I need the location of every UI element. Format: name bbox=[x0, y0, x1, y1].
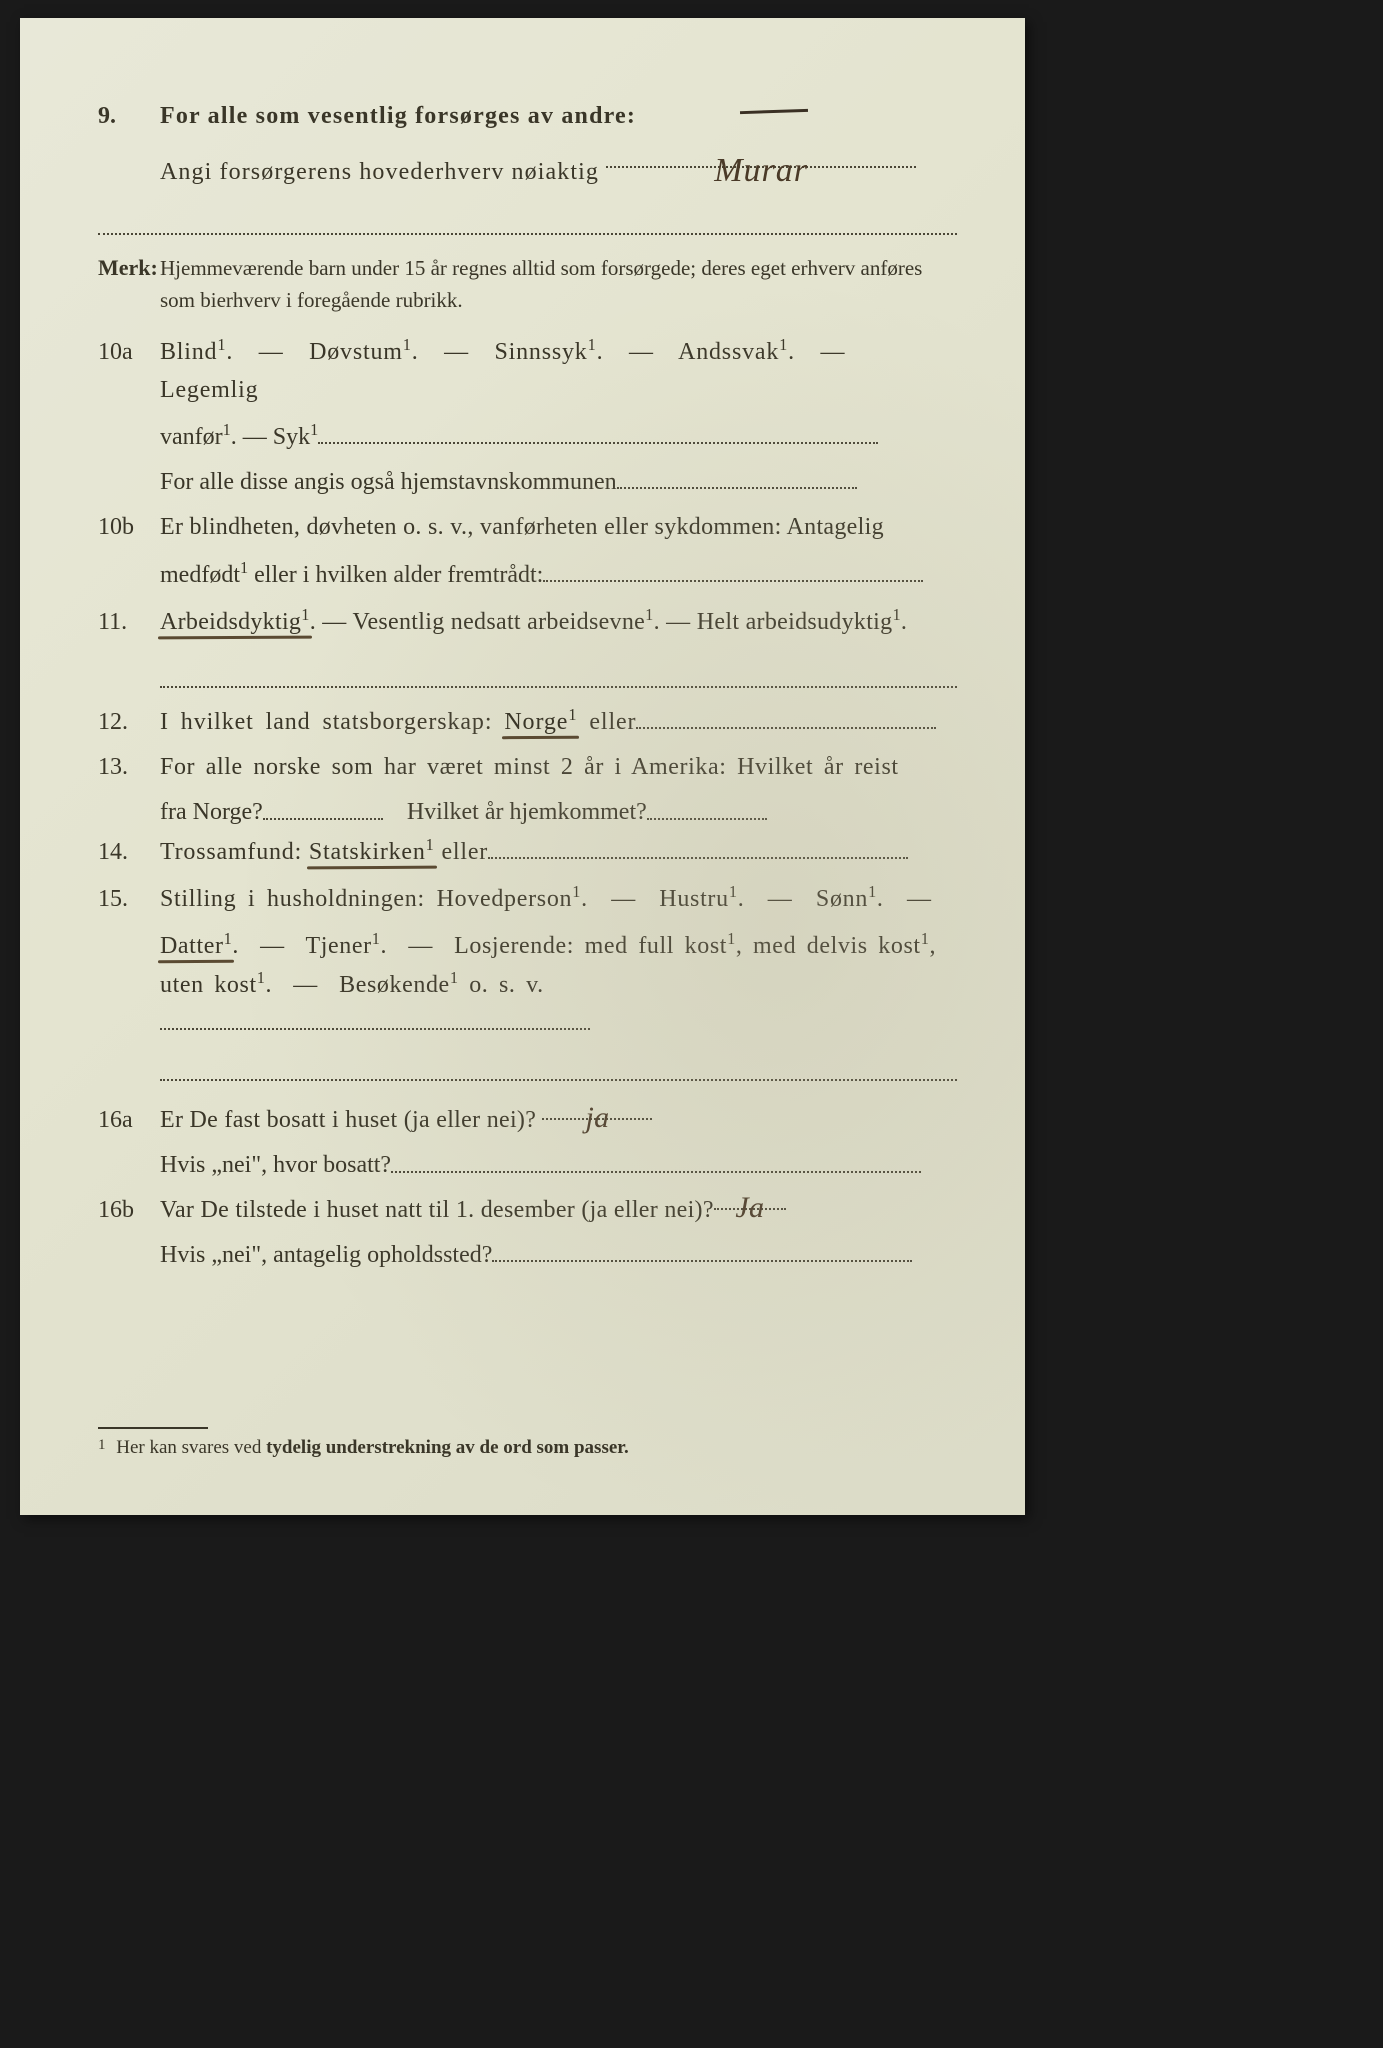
q15-number: 15. bbox=[98, 881, 160, 918]
opt-andssvak: Andssvak bbox=[678, 339, 779, 365]
opt-arbeidsdyktig-underlined: Arbeidsdyktig1 bbox=[160, 609, 310, 635]
q10a-opts: Blind1. — Døvstum1. — Sinnssyk1. — Andss… bbox=[160, 332, 957, 408]
q10b-text1: Er blindheten, døvheten o. s. v., vanfør… bbox=[160, 509, 957, 546]
footnote-text-a: Her kan svares ved bbox=[116, 1437, 266, 1458]
q16a-hvis-nei: Hvis „nei", hvor bosatt? bbox=[160, 1153, 391, 1179]
q10b-alder: eller i hvilken alder fremtrådt: bbox=[248, 562, 543, 588]
q10a-line3: For alle disse angis også hjemstavnskomm… bbox=[160, 464, 957, 501]
q13-line2: fra Norge? Hvilket år hjemkommet? bbox=[160, 794, 957, 831]
q13-hjemkommet: Hvilket år hjemkommet? bbox=[407, 800, 647, 826]
q15-prefix: Stilling i husholdningen: bbox=[160, 886, 437, 912]
q9-answer-handwritten: Murar bbox=[714, 152, 808, 189]
opt-statskirken-underlined: Statskirken1 bbox=[309, 839, 435, 865]
separator bbox=[98, 233, 957, 235]
q15-body1: Stilling i husholdningen: Hovedperson1. … bbox=[160, 879, 957, 918]
q12: 12. I hvilket land statsborgerskap: Norg… bbox=[98, 702, 957, 741]
opt-besokende: Besøkende bbox=[339, 972, 450, 998]
q12-prefix: I hvilket land statsborgerskap: bbox=[160, 709, 504, 735]
q16a-number: 16a bbox=[98, 1102, 160, 1139]
q11-number: 11. bbox=[98, 604, 160, 641]
q15-line2: Datter1. — Tjener1. — Losjerende: med fu… bbox=[160, 926, 957, 965]
opt-legemlig: Legemlig bbox=[160, 377, 258, 403]
q16a-line1: 16a Er De fast bosatt i huset (ja eller … bbox=[98, 1095, 957, 1139]
q16a-text: Er De fast bosatt i huset (ja eller nei)… bbox=[160, 1107, 542, 1133]
q16b-body1: Var De tilstede i huset natt til 1. dese… bbox=[160, 1185, 957, 1229]
merk-label: Merk: bbox=[98, 251, 160, 285]
q12-suffix: eller bbox=[577, 709, 636, 735]
opt-syk: Syk bbox=[273, 424, 310, 450]
q10a-line2: vanfør1. — Syk1 bbox=[160, 417, 957, 456]
footnote-text-b: tydelig understrekning av de ord som pas… bbox=[266, 1437, 629, 1458]
q15-line3: uten kost1. — Besøkende1 o. s. v. bbox=[160, 965, 957, 1042]
opt-tjener: Tjener bbox=[306, 933, 372, 959]
q10a-hjemstavn: For alle disse angis også hjemstavnskomm… bbox=[160, 469, 617, 495]
opt-dovstum: Døvstum bbox=[309, 339, 403, 365]
q16b-line2: Hvis „nei", antagelig opholdssted? bbox=[160, 1237, 957, 1274]
q12-body: I hvilket land statsborgerskap: Norge1 e… bbox=[160, 702, 957, 741]
q11: 11. Arbeidsdyktig1. — Vesentlig nedsatt … bbox=[98, 602, 957, 641]
footnote-num: 1 bbox=[98, 1437, 106, 1453]
merk-text: Hjemmeværende barn under 15 år regnes al… bbox=[160, 253, 957, 316]
q9-number: 9. bbox=[98, 98, 160, 135]
q14-prefix: Trossamfund: bbox=[160, 839, 309, 865]
q12-number: 12. bbox=[98, 704, 160, 741]
q10b-line1: 10b Er blindheten, døvheten o. s. v., va… bbox=[98, 509, 957, 546]
q16a-line2: Hvis „nei", hvor bosatt? bbox=[160, 1147, 957, 1184]
q13-number: 13. bbox=[98, 749, 160, 786]
q16b-line1: 16b Var De tilstede i huset natt til 1. … bbox=[98, 1185, 957, 1229]
q15-osv: o. s. v. bbox=[459, 972, 544, 998]
q13-fra-norge: fra Norge? bbox=[160, 800, 263, 826]
opt-losjerende: Losjerende: med full kost bbox=[454, 933, 727, 959]
opt-sinnssyk: Sinnssyk bbox=[495, 339, 588, 365]
q9-line1: 9. For alle som vesentlig forsørges av a… bbox=[98, 98, 957, 135]
opt-datter-underlined: Datter1 bbox=[160, 933, 232, 959]
q16b-number: 16b bbox=[98, 1192, 160, 1229]
q14-suffix: eller bbox=[435, 839, 488, 865]
q15-line1: 15. Stilling i husholdningen: Hovedperso… bbox=[98, 879, 957, 918]
q10a-number: 10a bbox=[98, 334, 160, 371]
q13-text1: For alle norske som har været minst 2 år… bbox=[160, 749, 957, 786]
q10b-medfodt: medfødt bbox=[160, 562, 240, 588]
opt-sonn: Sønn bbox=[816, 886, 868, 912]
q16b-text: Var De tilstede i huset natt til 1. dese… bbox=[160, 1197, 714, 1223]
opt-delvis-kost: , med delvis kost bbox=[736, 933, 921, 959]
opt-udyktig: Helt arbeidsudyktig bbox=[697, 609, 893, 635]
q9-line2: Angi forsørgerens hovederhverv nøiaktig … bbox=[160, 143, 957, 191]
q9-text2: Angi forsørgerens hovederhverv nøiaktig bbox=[160, 159, 599, 185]
q14: 14. Trossamfund: Statskirken1 eller bbox=[98, 832, 957, 871]
q14-number: 14. bbox=[98, 834, 160, 871]
opt-nedsatt: Vesentlig nedsatt arbeidsevne bbox=[352, 609, 645, 635]
q16b-answer-handwritten: Ja bbox=[735, 1191, 764, 1224]
q16b-hvis-nei: Hvis „nei", antagelig opholdssted? bbox=[160, 1242, 492, 1268]
q10b-number: 10b bbox=[98, 509, 160, 546]
q14-body: Trossamfund: Statskirken1 eller bbox=[160, 832, 957, 871]
q10a-line1: 10a Blind1. — Døvstum1. — Sinnssyk1. — A… bbox=[98, 332, 957, 408]
footnote-rule bbox=[98, 1427, 208, 1429]
footnote: 1 Her kan svares ved tydelig understrekn… bbox=[98, 1437, 629, 1459]
q16a-answer-handwritten: ja bbox=[586, 1101, 610, 1134]
q11-opts: Arbeidsdyktig1. — Vesentlig nedsatt arbe… bbox=[160, 602, 957, 641]
q16a-body1: Er De fast bosatt i huset (ja eller nei)… bbox=[160, 1095, 957, 1139]
opt-vanfor: vanfør bbox=[160, 424, 223, 450]
census-form-page: 9. For alle som vesentlig forsørges av a… bbox=[20, 18, 1025, 1515]
opt-hustru: Hustru bbox=[659, 886, 729, 912]
opt-blind: Blind bbox=[160, 339, 217, 365]
opt-hovedperson: Hovedperson bbox=[437, 886, 573, 912]
q10b-line2: medfødt1 eller i hvilken alder fremtrådt… bbox=[160, 555, 957, 594]
q9-text1: For alle som vesentlig forsørges av andr… bbox=[160, 98, 957, 135]
opt-norge-underlined: Norge1 bbox=[504, 709, 577, 735]
merk-row: Merk: Hjemmeværende barn under 15 år reg… bbox=[98, 251, 957, 316]
q13-line1: 13. For alle norske som har været minst … bbox=[98, 749, 957, 786]
opt-uten-kost: uten kost bbox=[160, 972, 257, 998]
